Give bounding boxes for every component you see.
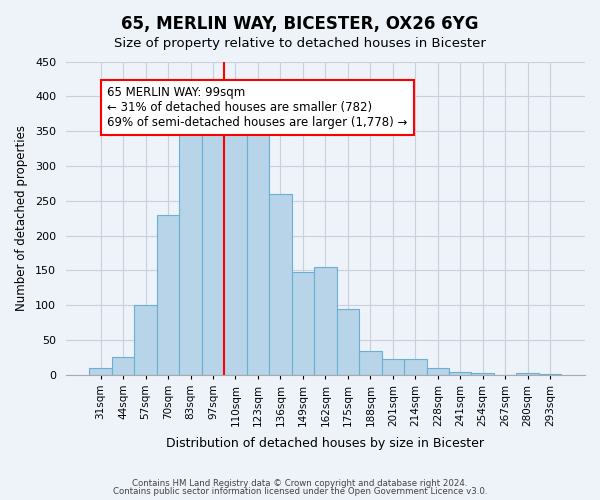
Bar <box>269 194 292 374</box>
Bar <box>382 360 404 374</box>
Bar <box>449 372 472 374</box>
Bar <box>427 368 449 374</box>
Text: 65 MERLIN WAY: 99sqm
← 31% of detached houses are smaller (782)
69% of semi-deta: 65 MERLIN WAY: 99sqm ← 31% of detached h… <box>107 86 408 129</box>
Bar <box>112 358 134 374</box>
Bar <box>157 214 179 374</box>
Bar <box>404 360 427 374</box>
Bar <box>292 272 314 374</box>
Text: Size of property relative to detached houses in Bicester: Size of property relative to detached ho… <box>114 38 486 51</box>
Bar <box>247 126 269 374</box>
Bar <box>179 120 202 374</box>
Bar <box>202 114 224 374</box>
Bar <box>89 368 112 374</box>
X-axis label: Distribution of detached houses by size in Bicester: Distribution of detached houses by size … <box>166 437 484 450</box>
Text: Contains public sector information licensed under the Open Government Licence v3: Contains public sector information licen… <box>113 487 487 496</box>
Bar <box>134 305 157 374</box>
Text: 65, MERLIN WAY, BICESTER, OX26 6YG: 65, MERLIN WAY, BICESTER, OX26 6YG <box>121 15 479 33</box>
Bar <box>337 308 359 374</box>
Text: Contains HM Land Registry data © Crown copyright and database right 2024.: Contains HM Land Registry data © Crown c… <box>132 478 468 488</box>
Bar <box>224 114 247 374</box>
Y-axis label: Number of detached properties: Number of detached properties <box>15 125 28 311</box>
Bar <box>359 351 382 374</box>
Bar <box>314 267 337 374</box>
